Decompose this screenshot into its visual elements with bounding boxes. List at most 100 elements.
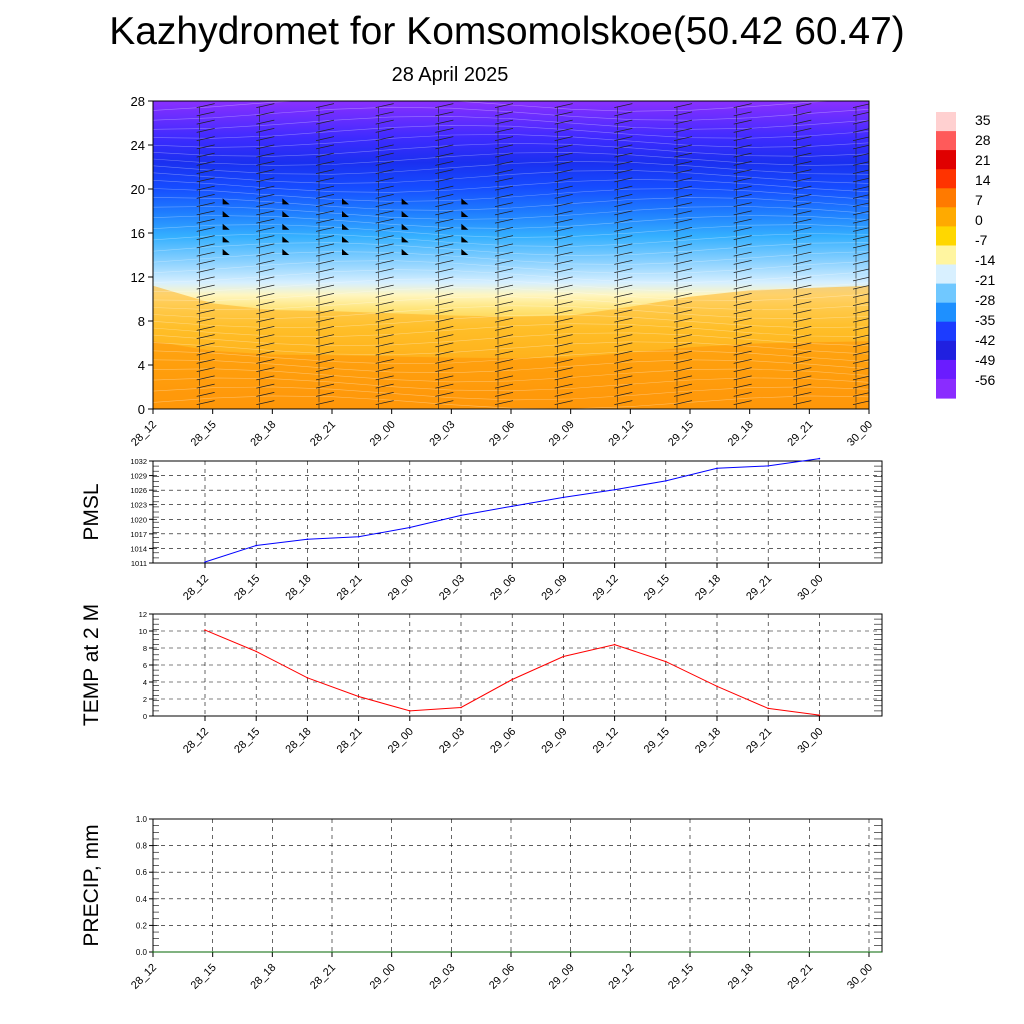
isotherm-line [153,386,869,401]
colorbar-swatch [936,302,956,323]
wind-pennant [401,211,409,218]
x-tick-label: 29_12 [606,419,636,449]
x-tick-label: 28_15 [232,573,262,603]
precip-point [450,951,453,953]
wind-pennant [461,236,469,243]
precip-point [390,951,393,953]
y-tick-label: 1017 [130,530,147,539]
y-tick-label: 0.8 [136,842,148,851]
y-tick-label: 1026 [130,486,147,495]
temp2m-point [562,655,565,658]
x-tick-label: 29_21 [744,726,774,756]
precip-point [569,951,572,953]
colorbar-label: -14 [975,252,995,268]
temp2m-point [767,707,769,710]
wind-pennant [342,198,349,205]
isotherm-line [153,359,869,374]
colorbar-swatch [936,226,956,247]
x-tick-label: 29_03 [427,419,457,449]
temp2m-point [665,660,667,663]
precip-frame [152,818,883,953]
warm-layer [153,285,869,409]
precip-point [152,951,154,953]
precip-point [331,951,333,953]
colorbar-swatch [936,188,956,208]
wind-pennant [342,223,349,230]
x-tick-label: 29_03 [427,962,457,992]
x-tick-label: 29_21 [785,962,815,992]
x-tick-label: 29_15 [642,573,672,603]
x-tick-label: 28_15 [232,726,262,756]
colorbar-label: -42 [975,332,995,348]
wind-pennant [401,223,409,230]
y-tick-label: 4 [143,678,147,687]
isotherm-line [153,341,869,356]
y-tick-label: 1014 [130,544,147,553]
colorbar-swatch [936,340,956,361]
pmsl-point [818,457,821,460]
wind-barbs [196,103,869,409]
x-tick-label: 28_21 [335,573,365,603]
pmsl-point [255,544,257,547]
x-tick-label: 29_18 [693,573,723,603]
x-tick-label: 28_21 [308,962,338,992]
x-tick-label: 28_15 [189,962,219,992]
y-tick-label: 1023 [130,501,147,510]
y-tick-label: 1020 [130,515,147,524]
x-tick-label: 29_21 [785,419,815,449]
x-tick-label: 29_03 [437,573,467,603]
isotherm-line [153,179,869,193]
colorbar-swatch [936,321,956,342]
colorbar-swatch [936,283,956,304]
x-tick-label: 29_00 [386,573,416,603]
isotherm-line [153,233,869,247]
wind-pennant [222,236,230,243]
temp2m-point [511,678,513,681]
x-tick-label: 30_00 [845,419,875,449]
colorbar-swatch [936,131,956,151]
y-tick-label: 6 [143,661,147,670]
x-tick-label: 29_00 [386,726,416,756]
colorbar-swatch [936,264,956,285]
x-tick-label: 30_00 [795,573,825,603]
x-tick-label: 29_06 [487,962,517,992]
precip-point [868,951,870,953]
pmsl-frame [152,460,883,564]
colorbar-label: -7 [975,232,988,248]
isotherm-line [153,287,869,301]
colorbar-label: 21 [975,152,991,168]
pmsl-axis-title: PMSL [80,483,103,540]
x-tick-label: 29_03 [437,726,467,756]
x-tick-label: 29_15 [666,419,696,449]
precip-point [211,951,214,953]
temp2m-point [306,677,309,679]
precip-point [689,951,691,953]
isotherm-line [153,323,869,338]
pmsl-point [665,480,667,482]
pmsl-point [204,561,206,563]
y-tick-label: 16 [131,226,145,241]
x-tick-label: 28_15 [189,419,219,449]
x-tick-label: 30_00 [845,962,875,992]
wind-pennant [461,211,469,218]
wind-pennant [461,198,469,205]
y-tick-label: 0 [138,402,145,417]
temp2m-panel: 0 2 4 6 8 10 12 28_12 28_15 28_18 28_21 29_00 29_03 2… [80,604,883,756]
isotherm-line [153,278,869,293]
x-tick-label: 29_00 [368,962,398,992]
isotherm-line [153,296,869,311]
wind-pennant [461,223,469,230]
isotherm-line [153,142,869,157]
wind-pennant [342,236,349,243]
y-tick-label: 12 [131,270,145,285]
x-tick-label: 29_09 [547,962,577,992]
x-tick-label: 29_18 [726,962,756,992]
pmsl-point [613,488,616,491]
precip-panel: 0.0 0.2 0.4 0.6 0.8 1.0 28_12 28_15 28_18 28_21 29… [80,815,883,992]
pmsl-point [409,526,411,529]
colorbar-label: 14 [975,172,991,188]
cross-section-panel: 0 4 8 12 16 20 24 28 28_12 28_15 28_18 28_21 29_00 29… [129,94,995,449]
colorbar-swatch [936,112,956,132]
x-tick-label: 29_06 [488,726,518,756]
